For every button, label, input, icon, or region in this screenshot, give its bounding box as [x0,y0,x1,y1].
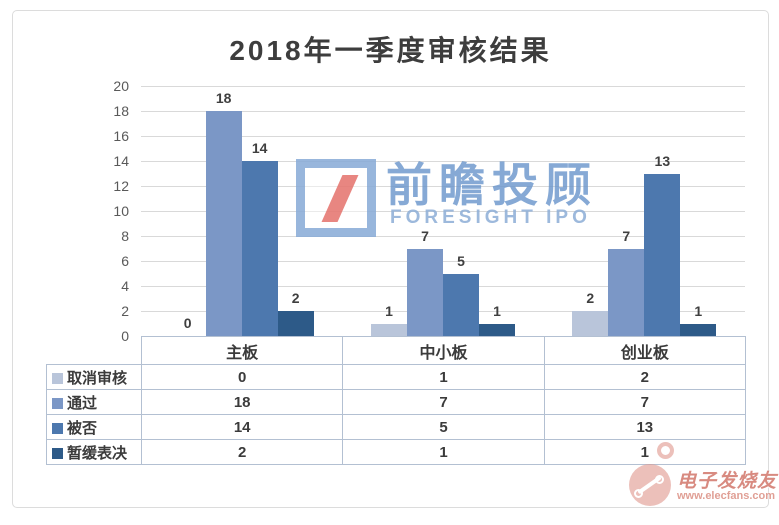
y-axis-tick-label: 4 [121,278,129,294]
table-value-cell: 1 [342,439,545,465]
y-axis-tick-label: 18 [113,103,129,119]
foresight-logo-icon [296,159,376,237]
bar-data-label: 0 [183,315,192,331]
watermark-brand-en: FORESIGHT IPO [390,207,591,228]
legend-label: 取消审核 [67,369,128,387]
table-value-cell: 2 [140,439,344,465]
legend-cell: 被否 [46,414,142,440]
legend-swatch-icon [52,397,63,409]
foresight-watermark: 前瞻投顾 FORESIGHT IPO [294,149,624,245]
elecfans-loop-icon [657,442,674,459]
table-row: 通过 18 7 7 [46,389,746,415]
gridline [141,86,745,87]
bar-data-label: 7 [421,227,429,244]
bar-data-label: 14 [251,140,268,156]
bar-data-label: 1 [694,302,703,319]
legend-label: 被否 [67,419,98,437]
table-value-cell: 7 [342,389,545,415]
table-value-cell: 0 [140,364,344,390]
bar-data-label: 1 [493,302,501,319]
bar-4-cat-2 [479,323,515,336]
table-value-cell: 2 [543,364,746,390]
bar-3-cat-2 [443,273,479,336]
bar-4-cat-3 [680,323,717,336]
table-value-cell: 14 [140,414,344,440]
bar-data-label: 2 [291,290,300,306]
y-axis-tick-label: 0 [121,328,129,344]
y-axis-tick-label: 8 [121,228,129,244]
bar-data-label: 2 [586,290,595,306]
legend-cell: 暂缓表决 [46,439,142,465]
table-value-cell: 1 [543,439,746,465]
legend-cell: 取消审核 [46,364,142,390]
table-value-cell: 1 [342,364,545,390]
table-category-header: 中小板 [342,336,545,365]
y-axis-tick-label: 6 [121,253,129,269]
legend-label: 暂缓表决 [67,444,128,462]
bar-2-cat-1 [205,111,242,336]
gridline [141,186,745,187]
table-value-cell: 5 [342,414,545,440]
table-row: 被否 14 5 13 [46,414,746,440]
gridline [141,161,745,162]
table-value-cell: 18 [140,389,344,415]
bar-2-cat-2 [407,248,443,336]
foresight-logo-slash-icon [321,175,359,222]
legend-swatch-icon [52,372,63,384]
bar-3-cat-1 [241,161,278,336]
table-value-cell: 7 [543,389,746,415]
chart-data-table: 主板 中小板 创业板 取消审核 0 1 2 通过 18 7 7 被否 14 5 13 暂缓表决 2 1 1 [46,336,746,465]
y-axis-tick-label: 10 [113,203,129,219]
elecfans-url-text: www.elecfans.com [677,490,776,502]
bar-3-cat-3 [644,173,681,336]
elecfans-watermark: 电子发烧友 www.elecfans.com [619,442,779,517]
bar-1-cat-2 [371,323,407,336]
bar-data-label: 1 [385,302,393,319]
bar-2-cat-3 [608,248,645,336]
elecfans-dot-icon [634,489,643,498]
elecfans-dot-icon [655,475,664,484]
gridline [141,111,745,112]
gridline [141,236,745,237]
legend-cell: 通过 [46,389,142,415]
table-value-cell: 13 [543,414,746,440]
y-axis-tick-label: 16 [113,128,129,144]
gridline [141,261,745,262]
elecfans-brand-text: 电子发烧友 [677,471,778,492]
elecfans-circle-icon [629,464,671,506]
bar-data-label: 13 [654,152,671,169]
chart-frame: 2018年一季度审核结果 0 2 4 6 8 10 12 14 16 18 20 0 18 14 2 1 7 5 1… [12,10,769,508]
gridline [141,136,745,137]
legend-swatch-icon [52,447,63,459]
legend-swatch-icon [52,422,63,434]
chart-title: 2018年一季度审核结果 [229,35,552,66]
table-row: 取消审核 0 1 2 [46,364,746,390]
y-axis-tick-label: 2 [121,303,129,319]
bar-data-label: 7 [622,227,631,244]
table-row: 暂缓表决 2 1 1 [46,439,746,465]
table-corner-spacer [47,337,142,365]
bar-data-label: 5 [457,252,465,269]
table-category-header: 主板 [140,336,344,365]
y-axis-tick-label: 20 [113,78,129,94]
bar-data-label: 18 [215,90,232,106]
bar-4-cat-1 [277,311,314,336]
watermark-brand-cn: 前瞻投顾 [386,159,598,211]
gridline [141,211,745,212]
legend-label: 通过 [67,394,98,412]
y-axis-tick-label: 14 [113,153,129,169]
table-category-header: 创业板 [543,336,746,365]
y-axis-tick-label: 12 [113,178,129,194]
bar-1-cat-3 [572,311,609,336]
